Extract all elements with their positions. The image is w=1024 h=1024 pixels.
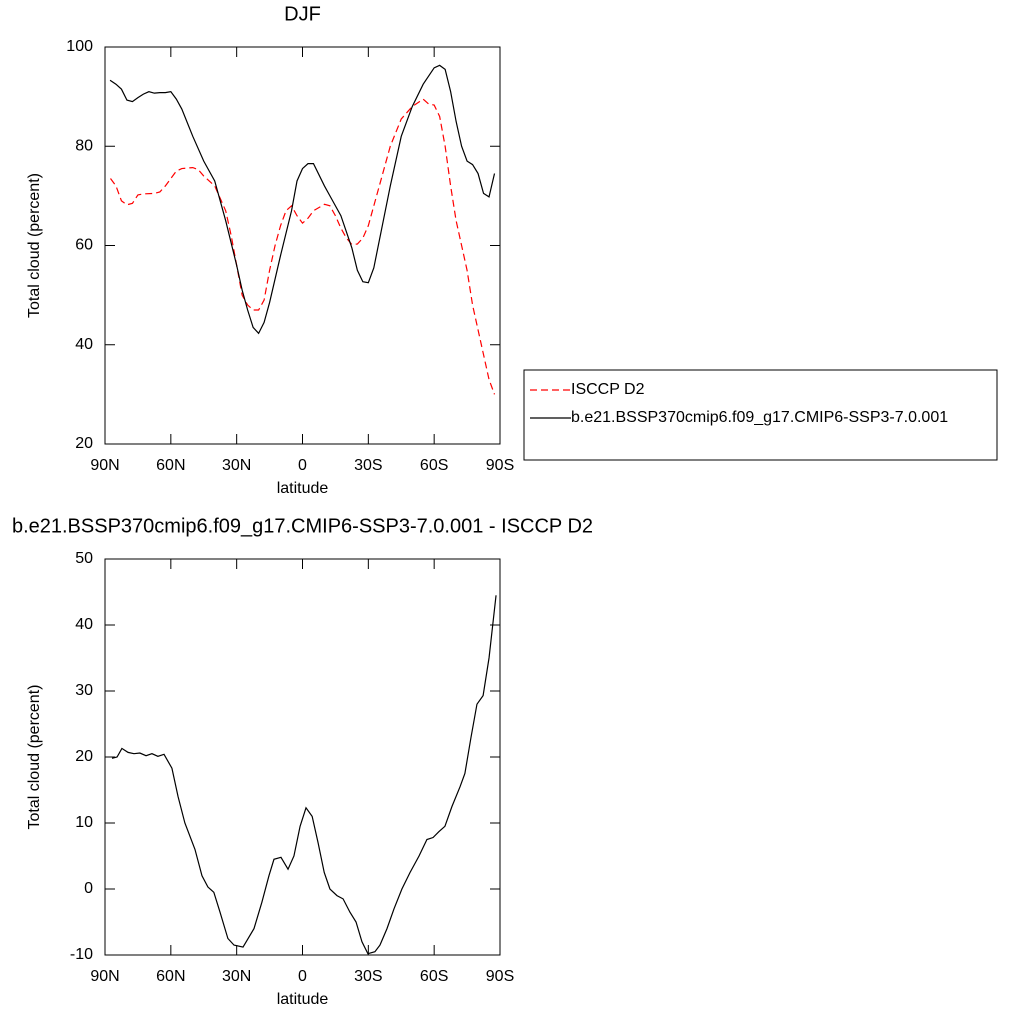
x-tick-label: 30S — [354, 457, 382, 474]
x-tick-label: 60N — [156, 457, 185, 474]
x-tick-label: 60S — [420, 457, 448, 474]
y-tick-label: 40 — [75, 336, 93, 353]
legend-label: b.e21.BSSP370cmip6.f09_g17.CMIP6-SSP3-7.… — [571, 409, 948, 426]
x-tick-label: 60S — [420, 968, 448, 985]
x-tick-label: 90S — [486, 457, 514, 474]
x-tick-label: 0 — [298, 968, 307, 985]
data-line — [111, 595, 497, 955]
x-tick-label: 90S — [486, 968, 514, 985]
y-tick-label: 100 — [66, 38, 93, 55]
y-tick-label: 20 — [75, 748, 93, 765]
y-tick-label: 20 — [75, 435, 93, 452]
chart-title: DJF — [284, 3, 321, 25]
x-axis-label: latitude — [277, 991, 329, 1008]
y-tick-label: 30 — [75, 682, 93, 699]
x-tick-label: 0 — [298, 457, 307, 474]
y-tick-label: 80 — [75, 137, 93, 154]
x-tick-label: 60N — [156, 968, 185, 985]
plot-frame — [104, 558, 501, 956]
x-axis-label: latitude — [277, 480, 329, 497]
x-tick-label: 30S — [354, 968, 382, 985]
data-line — [110, 98, 496, 395]
y-tick-label: 40 — [75, 616, 93, 633]
y-tick-label: 0 — [84, 880, 93, 897]
y-axis-label: Total cloud (percent) — [26, 685, 43, 830]
x-tick-label: 90N — [90, 968, 119, 985]
legend-box — [523, 369, 998, 461]
y-tick-label: -10 — [70, 946, 93, 963]
y-tick-label: 50 — [75, 550, 93, 567]
y-tick-label: 10 — [75, 814, 93, 831]
x-tick-label: 30N — [222, 457, 251, 474]
y-tick-label: 60 — [75, 237, 93, 254]
legend-label: ISCCP D2 — [571, 381, 645, 398]
x-tick-label: 90N — [90, 457, 119, 474]
plot-frame — [104, 46, 501, 445]
data-line — [109, 64, 496, 335]
x-tick-label: 30N — [222, 968, 251, 985]
y-axis-label: Total cloud (percent) — [26, 173, 43, 318]
chart-title: b.e21.BSSP370cmip6.f09_g17.CMIP6-SSP3-7.… — [12, 515, 593, 537]
